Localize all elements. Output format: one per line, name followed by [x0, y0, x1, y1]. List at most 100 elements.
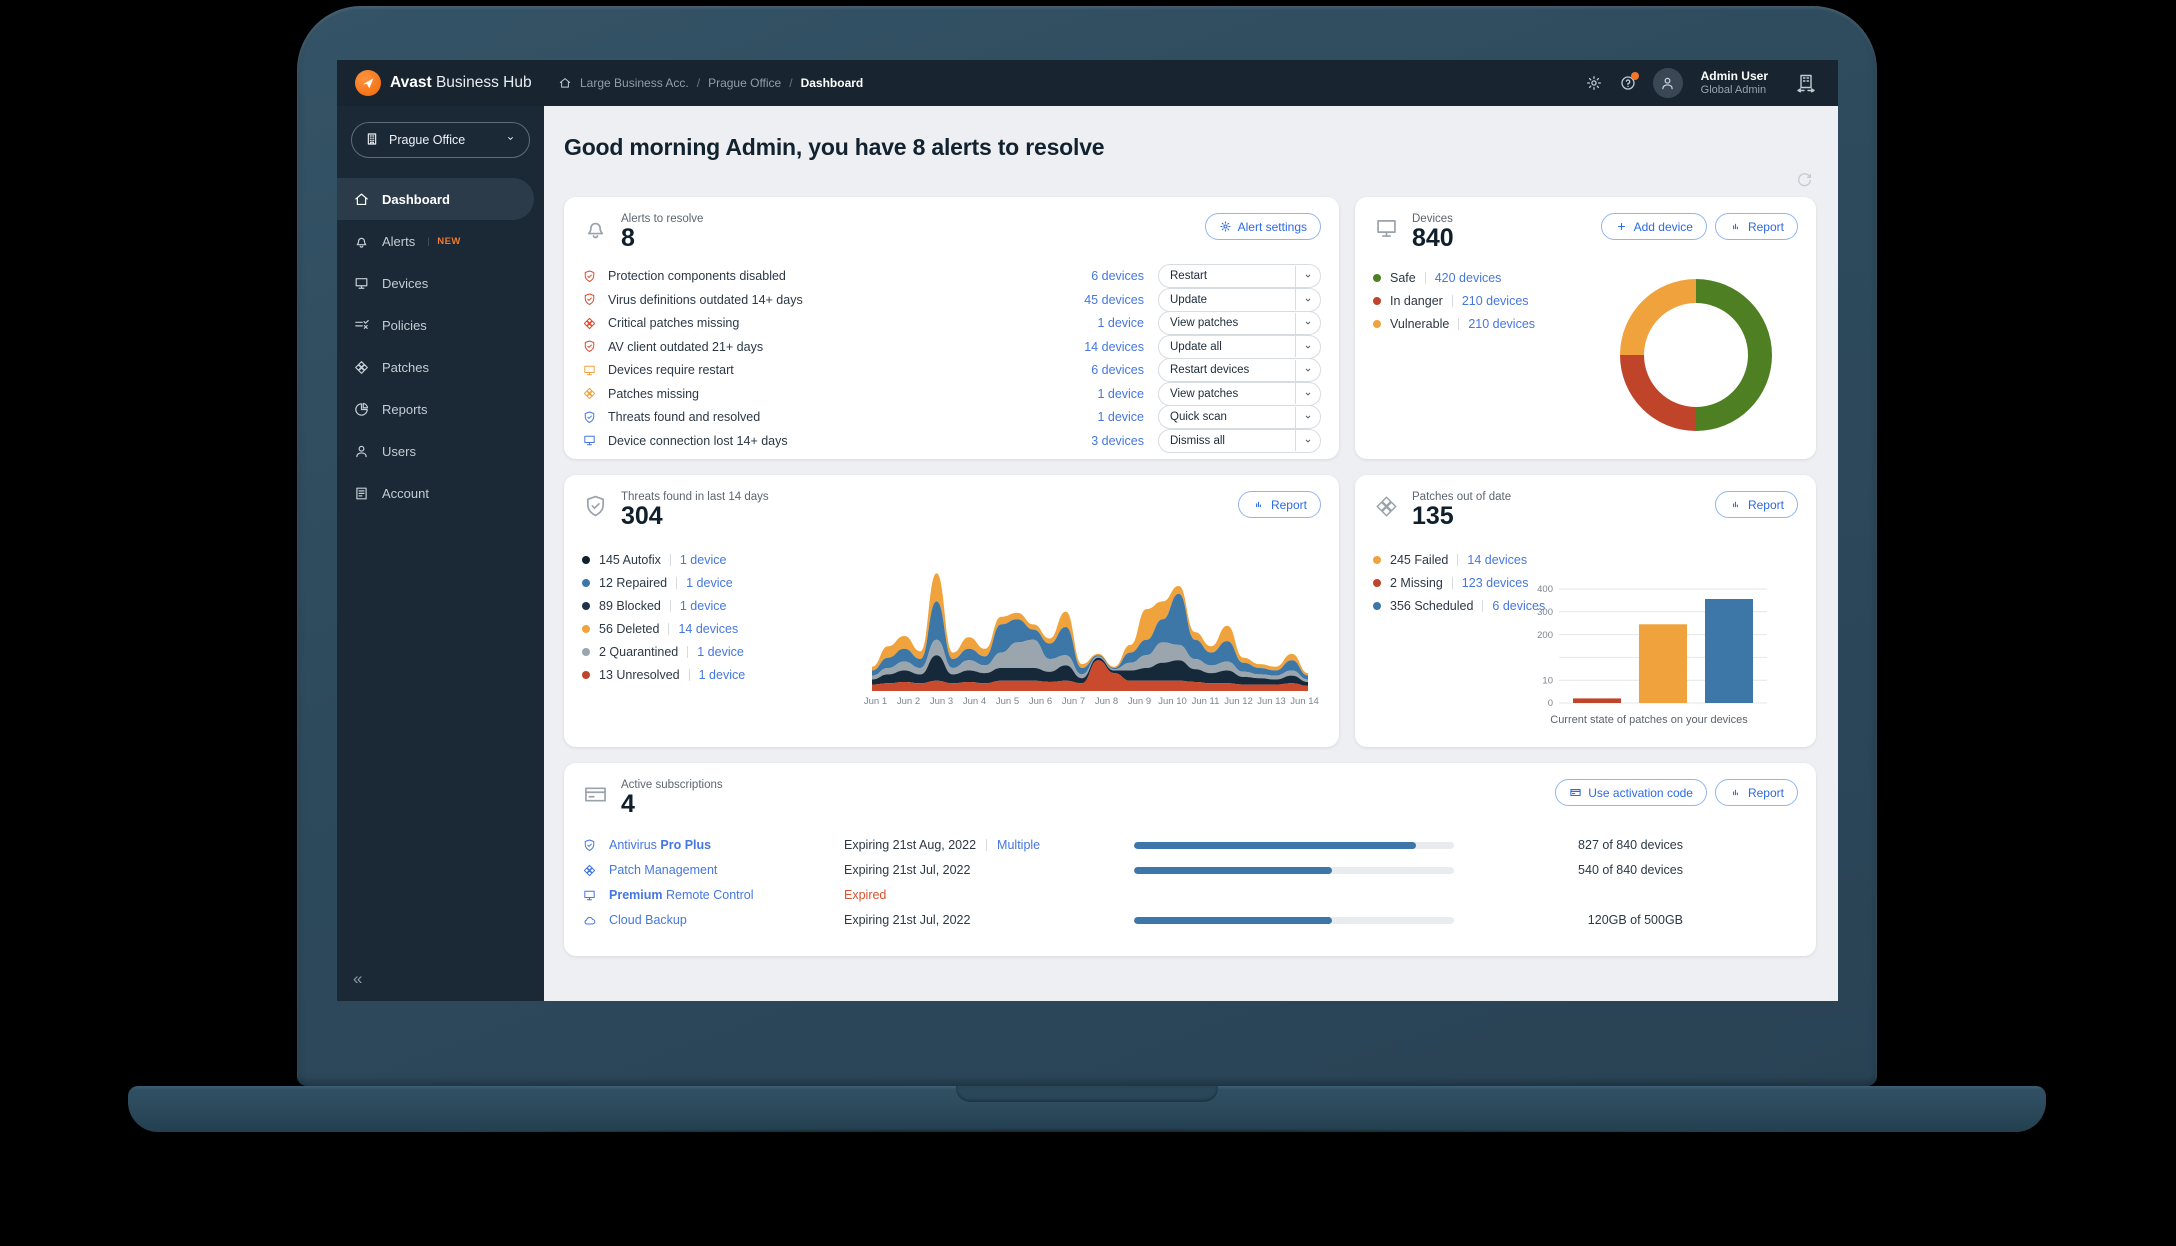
alert-devices-link[interactable]: 6 devices — [1091, 363, 1144, 378]
alert-action-dropdown[interactable]: Update — [1158, 287, 1321, 312]
legend-devices-link[interactable]: 420 devices — [1434, 271, 1502, 285]
alert-devices-link[interactable]: 1 device — [1097, 316, 1144, 331]
home-icon[interactable] — [558, 76, 572, 90]
legend-divider — [669, 600, 671, 612]
sidebar-item-label: Devices — [382, 275, 429, 291]
subscription-rows: Antivirus Pro Plus Expiring 21st Aug, 20… — [582, 833, 1798, 933]
button-label: Report — [1747, 497, 1784, 512]
sidebar-item-policies[interactable]: Policies — [337, 304, 544, 346]
sidebar-collapse-button[interactable]: « — [353, 969, 363, 988]
legend-dot — [582, 671, 590, 679]
settings-gear-icon[interactable] — [1585, 74, 1603, 92]
subscription-name-link[interactable]: Patch Management — [609, 863, 718, 877]
sidebar-item-devices[interactable]: Devices — [337, 262, 544, 304]
alert-label: AV client outdated 21+ days — [608, 339, 764, 354]
alert-devices-link[interactable]: 14 devices — [1084, 339, 1144, 354]
site-selector[interactable]: Prague Office — [351, 122, 530, 158]
legend-dot — [582, 648, 590, 656]
alert-action-dropdown[interactable]: Dismiss all — [1158, 428, 1321, 453]
company-switcher-icon[interactable] — [1794, 71, 1818, 95]
sidebar-item-patches[interactable]: Patches — [337, 346, 544, 388]
sidebar-item-account[interactable]: Account — [337, 472, 544, 514]
patches-report-button[interactable]: Report — [1714, 491, 1798, 518]
legend-devices-link[interactable]: 123 devices — [1461, 576, 1529, 590]
subscription-name-link[interactable]: Cloud Backup — [609, 913, 687, 927]
threats-report-button[interactable]: Report — [1237, 491, 1321, 518]
legend-devices-link[interactable]: 1 device — [679, 553, 727, 567]
breadcrumb-account[interactable]: Large Business Acc. — [580, 76, 689, 90]
subscriptions-report-button[interactable]: Report — [1714, 779, 1798, 806]
alert-devices-link[interactable]: 3 devices — [1091, 433, 1144, 448]
use-activation-code-button[interactable]: Use activation code — [1555, 779, 1707, 806]
legend-devices-link[interactable]: 210 devices — [1468, 317, 1536, 331]
alert-action-dropdown[interactable]: View patches — [1158, 381, 1321, 406]
sidebar-item-reports[interactable]: Reports — [337, 388, 544, 430]
legend-devices-link[interactable]: 6 devices — [1492, 599, 1546, 613]
patches-bar-chart: 400 300 200 10 0 Current state of patches on… — [1525, 583, 1773, 726]
x-axis-label: Jun 11 — [1191, 696, 1220, 707]
monitor-product-icon — [582, 888, 599, 903]
alert-settings-button[interactable]: Alert settings — [1204, 213, 1321, 240]
devices-legend-row: In danger 210 devices — [1373, 290, 1798, 313]
dropdown-divider — [1295, 289, 1296, 311]
legend-devices-link[interactable]: 210 devices — [1461, 294, 1529, 308]
legend-devices-link[interactable]: 1 device — [697, 645, 744, 659]
alert-devices-link[interactable]: 45 devices — [1084, 292, 1144, 307]
threats-card-title: Threats found in last 14 days — [621, 491, 769, 503]
threats-legend-row: 12 Repaired 1 device — [582, 572, 1321, 595]
legend-dot — [1373, 579, 1381, 587]
threats-card: Threats found in last 14 days 304 Report… — [564, 475, 1339, 747]
subscription-name-link[interactable]: Premium Remote Control — [609, 888, 754, 902]
alert-action-dropdown[interactable]: Restart — [1158, 264, 1321, 289]
alert-row: Virus definitions outdated 14+ days 45 d… — [582, 287, 1321, 312]
patches-legend-row: 2 Missing 123 devices — [1373, 572, 1798, 595]
refresh-icon[interactable] — [1795, 171, 1814, 190]
devices-report-button[interactable]: Report — [1714, 213, 1798, 240]
subscription-name-link[interactable]: Antivirus Pro Plus — [609, 838, 712, 852]
legend-divider — [1458, 318, 1460, 330]
multiple-link[interactable]: Multiple — [976, 838, 1040, 852]
devices-legend-row: Vulnerable 210 devices — [1373, 313, 1798, 336]
user-icon — [353, 443, 370, 460]
patch-status-icon — [582, 386, 599, 401]
legend-devices-link[interactable]: 1 device — [686, 576, 733, 590]
legend-label: 245 Failed — [1390, 553, 1449, 567]
alert-action-dropdown[interactable]: Restart devices — [1158, 358, 1321, 383]
alert-devices-link[interactable]: 1 device — [1097, 410, 1144, 425]
legend-devices-link[interactable]: 1 device — [698, 668, 746, 682]
sidebar-item-label: Policies — [382, 317, 427, 333]
subscription-card-icon — [582, 781, 609, 813]
patches-legend-row: 245 Failed 14 devices — [1373, 549, 1798, 572]
sidebar-item-label: Dashboard — [382, 191, 450, 207]
dropdown-divider — [1295, 430, 1296, 452]
legend-devices-link[interactable]: 14 devices — [1467, 553, 1528, 567]
avatar[interactable] — [1652, 68, 1683, 98]
alert-row: Critical patches missing 1 device View p… — [582, 311, 1321, 336]
pie-icon — [353, 401, 370, 418]
breadcrumb-site[interactable]: Prague Office — [708, 76, 782, 90]
dropdown-value: Dismiss all — [1170, 434, 1225, 447]
alert-action-dropdown[interactable]: View patches — [1158, 311, 1321, 336]
help-icon[interactable] — [1619, 72, 1639, 92]
alert-action-dropdown[interactable]: Quick scan — [1158, 405, 1321, 430]
legend-dot — [1373, 556, 1381, 564]
sidebar-item-users[interactable]: Users — [337, 430, 544, 472]
brand: Avast Business Hub — [337, 70, 544, 96]
alert-devices-link[interactable]: 6 devices — [1091, 269, 1144, 284]
alert-devices-link[interactable]: 1 device — [1097, 386, 1144, 401]
shield-status-icon — [582, 292, 599, 307]
threats-legend-row: 145 Autofix 1 device — [582, 549, 1321, 572]
cloud-product-icon — [582, 913, 599, 928]
brand-name: Avast Business Hub — [390, 74, 532, 91]
legend-devices-link[interactable]: 14 devices — [678, 622, 739, 636]
dropdown-value: Quick scan — [1170, 411, 1227, 424]
legend-devices-link[interactable]: 1 device — [679, 599, 727, 613]
alert-action-dropdown[interactable]: Update all — [1158, 334, 1321, 359]
dropdown-divider — [1295, 336, 1296, 358]
legend-divider — [1451, 577, 1453, 589]
doc-icon — [353, 485, 370, 502]
sidebar-item-alerts[interactable]: Alerts NEW — [337, 220, 544, 262]
sidebar-item-dashboard[interactable]: Dashboard — [337, 178, 534, 220]
add-device-button[interactable]: Add device — [1600, 213, 1707, 240]
